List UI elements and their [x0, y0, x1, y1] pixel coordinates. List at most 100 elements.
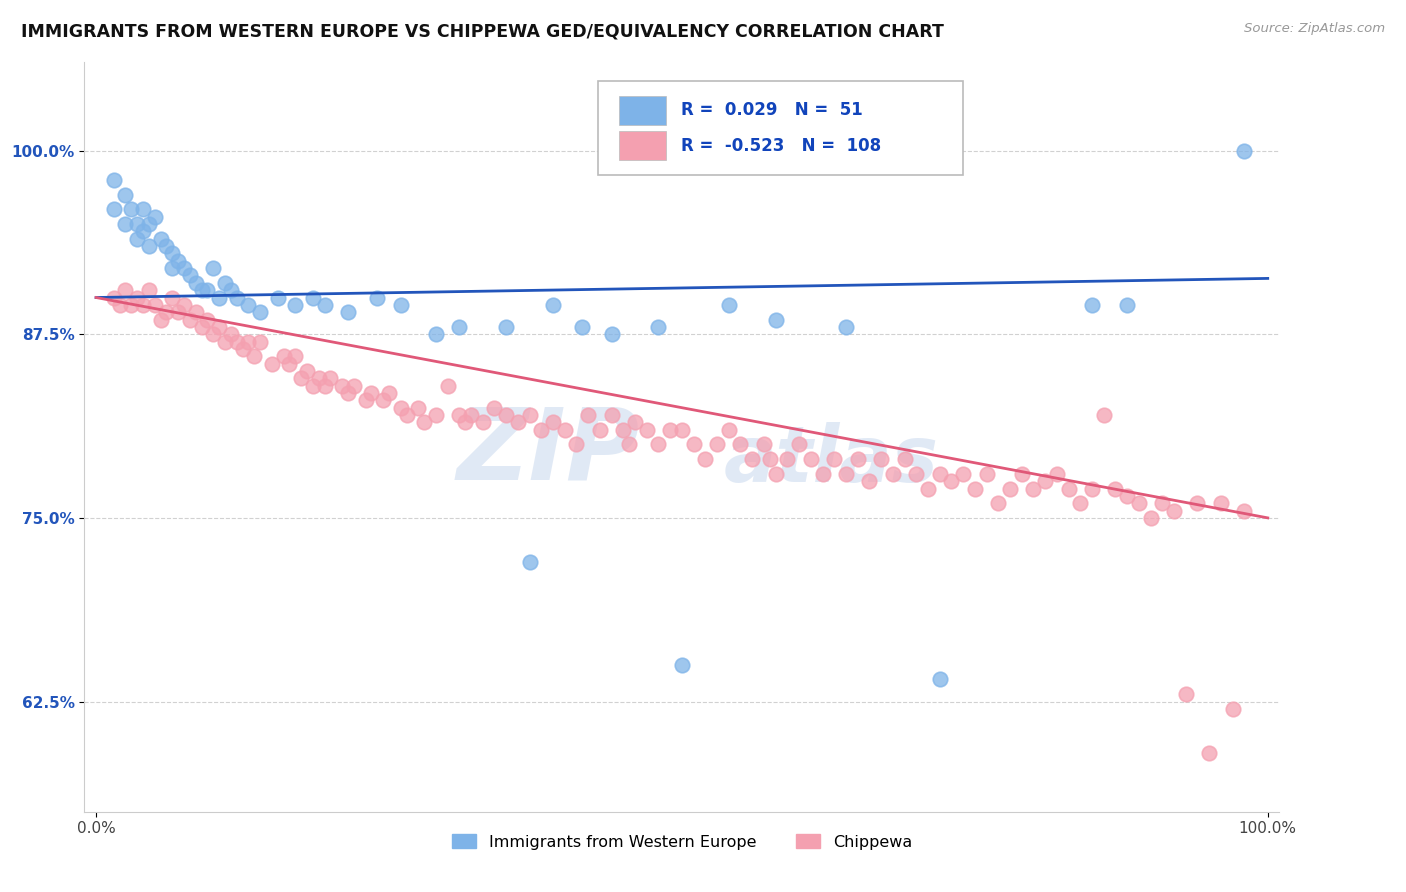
Point: [190, 319, 212, 334]
Point: [219, 327, 242, 342]
Point: [695, 452, 717, 467]
Point: [682, 437, 704, 451]
Point: [530, 423, 553, 437]
Point: [278, 357, 301, 371]
Point: [249, 305, 271, 319]
Point: [1046, 467, 1069, 481]
Text: R =  -0.523   N =  108: R = -0.523 N = 108: [681, 136, 880, 154]
Point: [1209, 496, 1232, 510]
Point: [963, 482, 986, 496]
Point: [976, 467, 998, 481]
Point: [765, 467, 787, 481]
Point: [389, 298, 412, 312]
Point: [408, 401, 430, 415]
Point: [624, 416, 647, 430]
Point: [449, 408, 471, 422]
Point: [425, 327, 447, 342]
Point: [752, 437, 775, 451]
Point: [302, 378, 325, 392]
Point: [167, 253, 190, 268]
Point: [149, 232, 172, 246]
Point: [846, 452, 869, 467]
Point: [636, 423, 658, 437]
Point: [776, 452, 799, 467]
Point: [284, 349, 307, 363]
Point: [173, 298, 195, 312]
Point: [389, 401, 412, 415]
Point: [730, 437, 752, 451]
Point: [1116, 489, 1139, 503]
Point: [103, 202, 125, 217]
Point: [197, 312, 219, 326]
Point: [302, 291, 325, 305]
Point: [823, 452, 845, 467]
Point: [378, 386, 401, 401]
Point: [706, 437, 728, 451]
Point: [395, 408, 418, 422]
Point: [928, 673, 950, 687]
Point: [941, 474, 963, 488]
Point: [337, 386, 360, 401]
Point: [197, 283, 219, 297]
Legend: Immigrants from Western Europe, Chippewa: Immigrants from Western Europe, Chippewa: [446, 828, 918, 856]
Point: [103, 173, 125, 187]
Point: [882, 467, 904, 481]
Point: [671, 657, 693, 672]
Point: [149, 312, 172, 326]
Point: [717, 298, 740, 312]
Point: [519, 555, 541, 569]
Point: [162, 246, 183, 260]
Point: [314, 378, 336, 392]
Point: [787, 437, 810, 451]
Point: [290, 371, 312, 385]
Point: [928, 467, 950, 481]
Point: [1198, 746, 1220, 760]
Point: [413, 416, 436, 430]
Point: [484, 401, 506, 415]
Point: [905, 467, 928, 481]
Point: [1174, 687, 1197, 701]
Point: [471, 416, 494, 430]
Point: [179, 268, 201, 283]
Point: [138, 283, 160, 297]
Text: R =  0.029   N =  51: R = 0.029 N = 51: [681, 102, 862, 120]
Point: [811, 467, 834, 481]
Point: [541, 416, 564, 430]
Point: [1128, 496, 1150, 510]
Point: [360, 386, 382, 401]
Point: [267, 291, 290, 305]
Point: [495, 319, 517, 334]
Point: [155, 305, 177, 319]
Point: [103, 291, 125, 305]
Point: [495, 408, 517, 422]
Point: [225, 334, 247, 349]
Point: [671, 423, 693, 437]
Point: [1233, 144, 1256, 158]
Point: [717, 423, 740, 437]
Point: [238, 298, 260, 312]
Point: [127, 291, 149, 305]
Point: [184, 276, 207, 290]
Point: [541, 298, 564, 312]
Point: [917, 482, 939, 496]
Point: [238, 334, 260, 349]
Point: [449, 319, 471, 334]
Point: [576, 408, 599, 422]
Point: [319, 371, 342, 385]
Point: [114, 217, 136, 231]
Point: [1104, 482, 1126, 496]
Text: Source: ZipAtlas.com: Source: ZipAtlas.com: [1244, 22, 1385, 36]
Point: [337, 305, 360, 319]
Text: IMMIGRANTS FROM WESTERN EUROPE VS CHIPPEWA GED/EQUIVALENCY CORRELATION CHART: IMMIGRANTS FROM WESTERN EUROPE VS CHIPPE…: [21, 22, 943, 40]
Point: [600, 408, 623, 422]
Point: [143, 298, 166, 312]
Point: [425, 408, 447, 422]
Point: [184, 305, 207, 319]
Point: [554, 423, 576, 437]
Point: [571, 319, 593, 334]
Point: [612, 423, 634, 437]
Point: [1069, 496, 1091, 510]
Point: [506, 416, 529, 430]
Point: [108, 298, 131, 312]
Point: [858, 474, 880, 488]
